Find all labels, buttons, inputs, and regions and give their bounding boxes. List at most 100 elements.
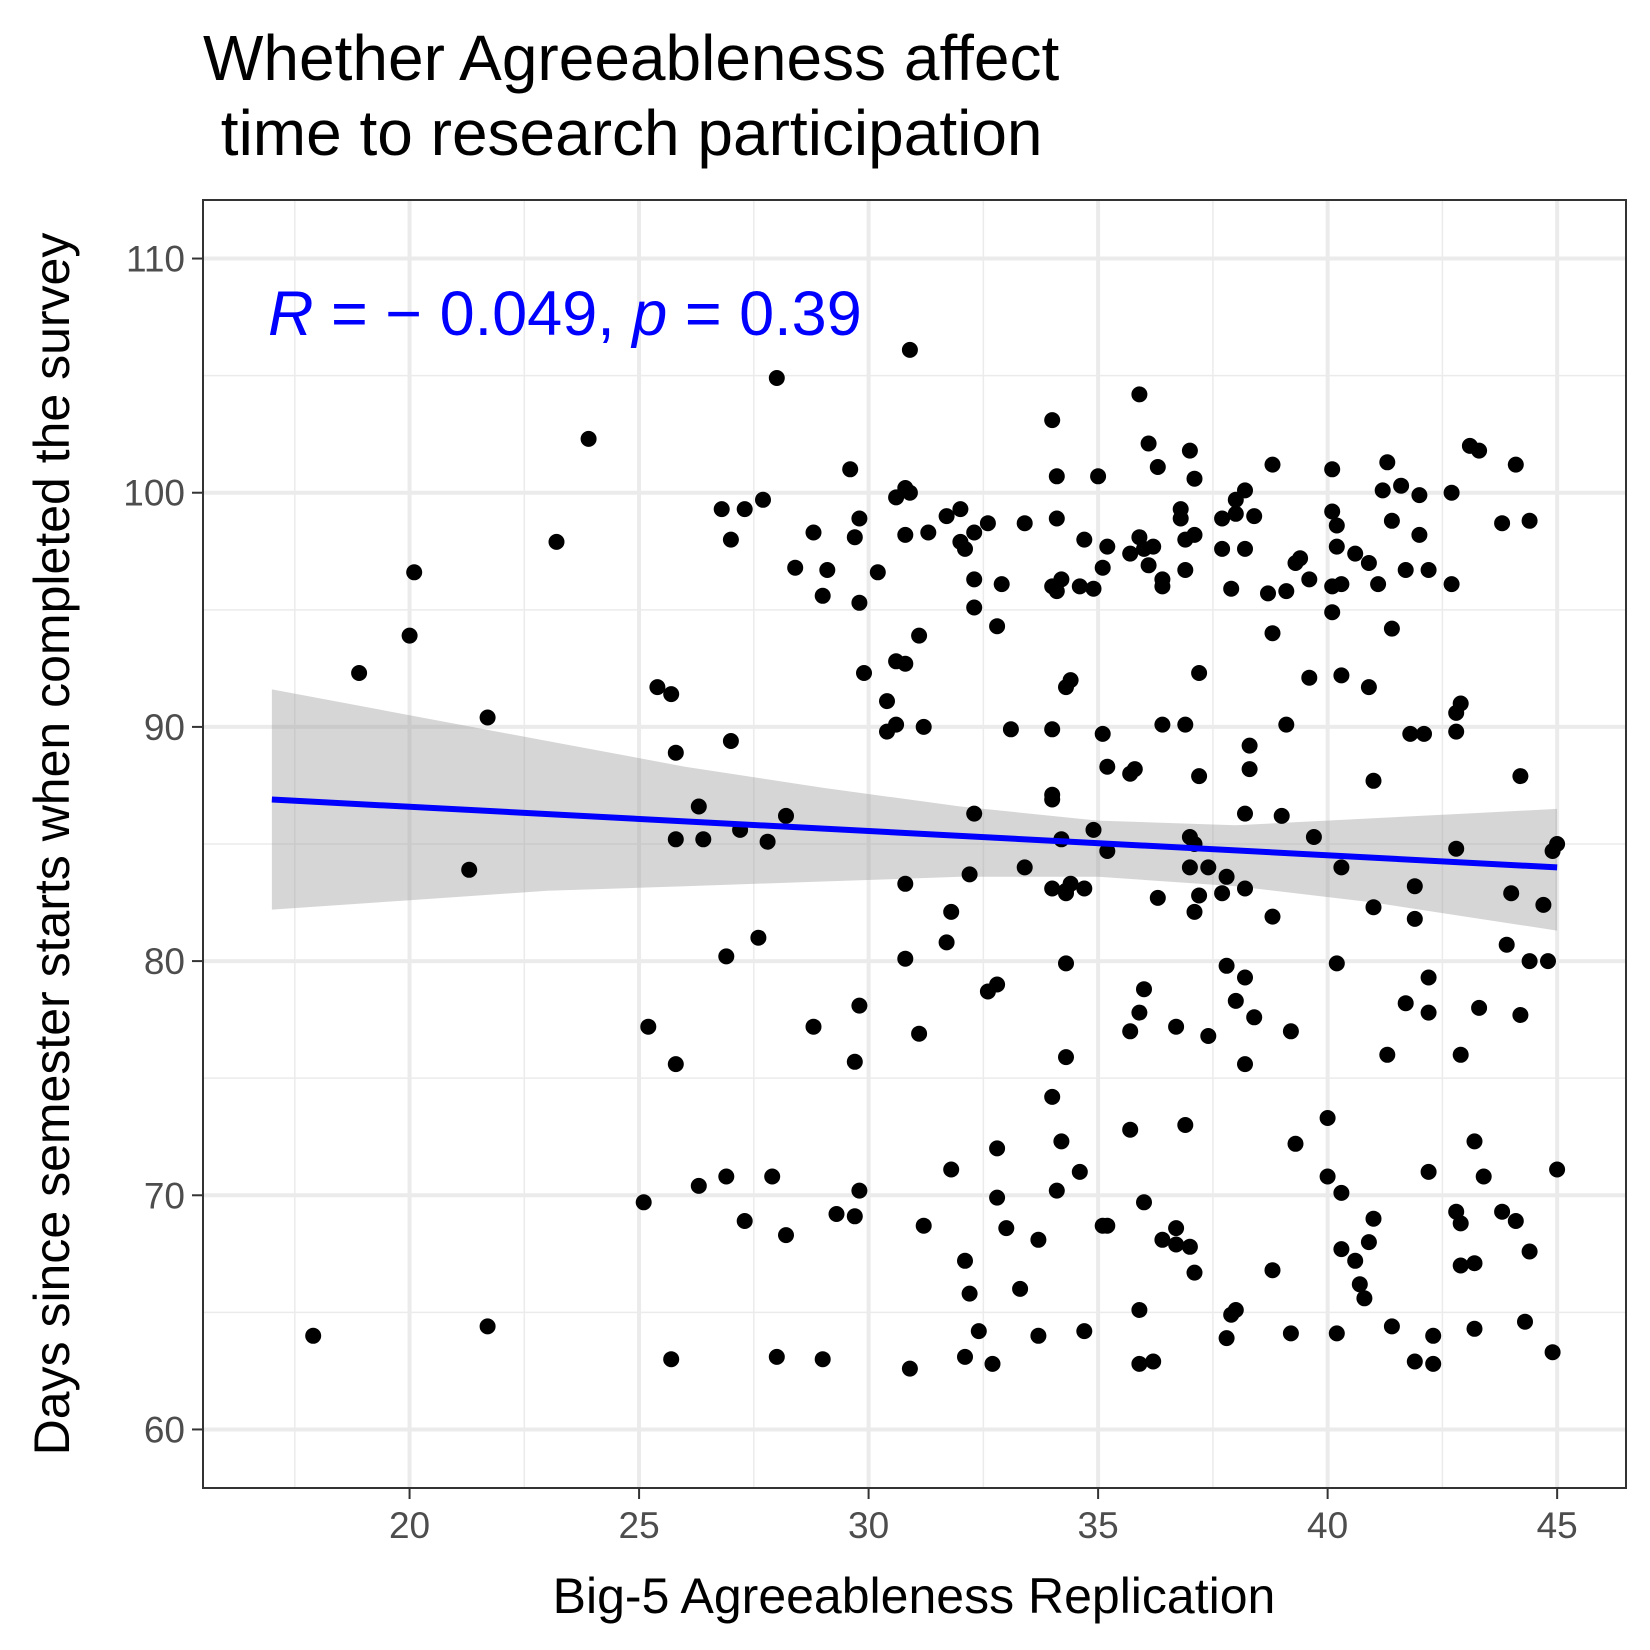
data-point — [1360, 679, 1377, 696]
data-point — [961, 1285, 978, 1302]
data-point — [1227, 992, 1244, 1009]
data-point — [1154, 1231, 1171, 1248]
data-point — [1420, 969, 1437, 986]
data-point — [1264, 1262, 1281, 1279]
data-point — [1333, 1184, 1350, 1201]
data-point — [649, 679, 666, 696]
chart-title-line-2: time to research participation — [203, 97, 1043, 169]
data-point — [1058, 955, 1074, 972]
data-point — [1278, 583, 1295, 600]
data-point — [1099, 843, 1116, 859]
data-point — [1246, 508, 1263, 525]
data-point — [722, 531, 739, 548]
data-point — [479, 709, 496, 726]
data-point — [1333, 1241, 1350, 1258]
data-point — [943, 1161, 960, 1178]
data-point — [814, 1351, 831, 1368]
data-point — [1140, 557, 1157, 574]
data-point — [1094, 725, 1111, 742]
data-point — [1292, 550, 1309, 567]
y-tick-label: 110 — [126, 239, 185, 280]
data-point — [1131, 1302, 1148, 1318]
data-point — [1544, 1344, 1561, 1361]
data-point — [1324, 503, 1341, 520]
data-point — [764, 1168, 781, 1185]
data-point — [1044, 721, 1061, 738]
data-point — [1365, 772, 1382, 789]
data-point — [1191, 665, 1208, 681]
p-value: = 0.39 — [667, 279, 861, 349]
data-point — [759, 833, 776, 850]
data-point — [1452, 1257, 1469, 1274]
data-point — [461, 861, 478, 878]
data-point — [943, 903, 960, 920]
y-axis-title: Days since semester starts when complete… — [24, 233, 80, 1456]
data-point — [1370, 576, 1387, 593]
data-point — [1549, 836, 1566, 852]
data-point — [1149, 889, 1166, 906]
data-point — [1425, 1327, 1442, 1344]
y-tick-label: 90 — [144, 707, 185, 748]
data-point — [1406, 910, 1423, 927]
data-point — [1122, 1121, 1139, 1138]
data-point — [957, 1252, 973, 1269]
data-point — [1351, 1276, 1368, 1293]
data-point — [1287, 1135, 1304, 1152]
data-point — [979, 515, 996, 532]
regression-line — [271, 796, 1558, 871]
data-point — [1145, 538, 1162, 555]
data-point — [1223, 580, 1240, 597]
data-point — [1149, 459, 1166, 475]
data-point — [846, 1208, 863, 1225]
data-point — [695, 831, 712, 848]
data-point — [1071, 1163, 1088, 1180]
data-point — [750, 929, 767, 946]
data-point — [869, 564, 886, 581]
x-axis-title: Big-5 Agreeableness Replication — [553, 1568, 1276, 1624]
data-point — [1333, 859, 1350, 876]
data-point — [1062, 672, 1079, 689]
data-point — [856, 665, 872, 681]
data-point — [1246, 1009, 1263, 1026]
data-point — [1448, 723, 1465, 740]
data-point — [1512, 768, 1529, 785]
data-point — [401, 627, 418, 644]
data-point — [897, 875, 914, 892]
data-point — [1002, 721, 1019, 738]
regression-line-layer — [271, 796, 1558, 871]
data-point — [1154, 716, 1171, 733]
data-point — [1071, 578, 1088, 595]
data-point — [1044, 412, 1061, 429]
data-point — [1383, 1318, 1400, 1335]
minor-gridlines — [203, 200, 1626, 1488]
data-point — [1237, 969, 1253, 986]
data-point — [1053, 571, 1070, 588]
data-point — [1131, 1355, 1148, 1372]
data-point — [1282, 1023, 1299, 1040]
y-tick-label: 100 — [123, 473, 185, 514]
data-point — [1517, 1313, 1533, 1330]
data-point — [1191, 887, 1208, 904]
data-point — [1305, 829, 1322, 845]
data-point — [1324, 604, 1341, 621]
data-point — [1186, 903, 1203, 920]
data-point — [787, 559, 804, 576]
data-point — [479, 1318, 496, 1335]
correlation-annotation: R = − 0.049, p = 0.39 — [268, 279, 862, 349]
data-point — [842, 461, 859, 478]
data-point — [635, 1194, 652, 1211]
data-point — [736, 501, 753, 518]
data-point — [778, 807, 794, 824]
data-point — [1076, 531, 1093, 548]
data-point — [1282, 1325, 1299, 1342]
data-point — [722, 733, 739, 749]
chart-title-line-1: Whether Agreeableness affect — [203, 22, 1059, 94]
data-point — [1406, 1353, 1423, 1370]
data-point — [970, 1323, 987, 1340]
data-point — [1466, 1133, 1483, 1150]
data-point — [1237, 1056, 1253, 1073]
data-point — [1466, 1255, 1483, 1272]
data-point — [1507, 1213, 1524, 1229]
data-point — [1122, 545, 1139, 562]
data-point — [718, 1168, 735, 1185]
